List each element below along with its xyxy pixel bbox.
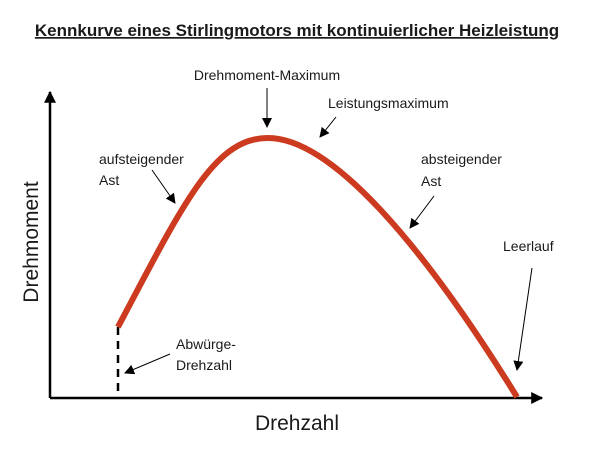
power-max-arrow bbox=[319, 116, 337, 138]
power-max-label: Leistungsmaximum bbox=[328, 95, 449, 111]
idle-arrow bbox=[513, 267, 533, 371]
characteristic-curve bbox=[115, 134, 520, 399]
rising-branch-label-line1: aufsteigender bbox=[99, 151, 184, 167]
y-axis-label: Drehmoment bbox=[20, 181, 43, 303]
falling-branch-label-line2: Ast bbox=[421, 173, 441, 189]
idle-label: Leerlauf bbox=[503, 238, 554, 254]
rising-branch-arrow bbox=[151, 169, 176, 204]
stall-speed-arrow bbox=[124, 353, 171, 375]
stall-speed-label-line1: Abwürge- bbox=[176, 336, 236, 352]
x-axis-label: Drehzahl bbox=[255, 412, 339, 435]
falling-branch-label-line1: absteigender bbox=[421, 151, 502, 167]
falling-branch-arrow bbox=[409, 195, 435, 229]
stall-speed-label-line2: Drehzahl bbox=[176, 357, 232, 373]
torque-max-label: Drehmoment-Maximum bbox=[194, 67, 340, 83]
rising-branch-label-line2: Ast bbox=[99, 172, 119, 188]
diagram-title: Kennkurve eines Stirlingmotors mit konti… bbox=[35, 21, 559, 40]
